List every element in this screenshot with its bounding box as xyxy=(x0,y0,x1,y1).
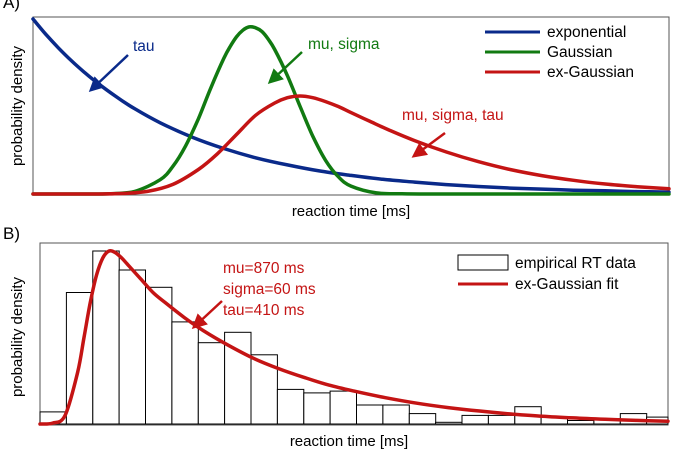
annotation-mu-sigma-arrow xyxy=(267,51,303,85)
legend-label-gaussian: Gaussian xyxy=(547,44,612,61)
annotation-tau-arrow xyxy=(88,54,129,93)
panel-a-series-ex-gaussian xyxy=(31,94,671,196)
panel-b-letter: B) xyxy=(3,224,20,243)
legend-label-ex-gaussian: ex-Gaussian xyxy=(547,64,634,81)
annotation-fit-arrow xyxy=(191,300,223,330)
histogram-bar-15 xyxy=(408,413,437,425)
annotation-mu-value: mu=870 ms xyxy=(223,260,305,277)
annotation-mu-sigma: mu, sigma xyxy=(308,36,380,53)
panel-b-x-axis-label: reaction time [ms] xyxy=(290,433,408,450)
annotation-sigma-value: sigma=60 ms xyxy=(223,281,316,298)
legend-label-ex-gaussian-fit: ex-Gaussian fit xyxy=(515,276,619,293)
panel-a: A) reaction time [ms] probability densit… xyxy=(3,0,671,220)
legend-swatch-empirical-rt-data xyxy=(457,254,509,271)
legend-label-exponential: exponential xyxy=(547,24,626,41)
histogram-bar-5 xyxy=(145,286,173,425)
panel-a-axes-frame xyxy=(32,16,670,196)
panel-b: B) reaction time [ms] probability densit… xyxy=(3,224,670,450)
annotation-mu-sigma-tau: mu, sigma, tau xyxy=(402,107,504,124)
histogram-bar-3 xyxy=(92,250,120,425)
annotation-tau: tau xyxy=(133,38,155,55)
panel-b-y-axis-label: probability density xyxy=(9,276,26,397)
histogram-bar-4 xyxy=(118,269,146,425)
histogram-bar-11 xyxy=(303,392,331,425)
histogram-bar-12 xyxy=(329,390,358,425)
histogram-bar-18 xyxy=(487,414,516,425)
annotation-mu-sigma-tau-arrow xyxy=(411,131,446,158)
panel-b-axes-frame xyxy=(39,242,669,426)
histogram-bar-13 xyxy=(356,404,384,425)
legend-label-empirical-rt-data: empirical RT data xyxy=(515,255,636,272)
panel-a-series-gaussian xyxy=(31,25,671,196)
panel-a-letter: A) xyxy=(3,0,20,12)
panel-a-x-axis-label: reaction time [ms] xyxy=(292,203,410,220)
histogram-bar-17 xyxy=(461,414,489,425)
annotation-tau-value: tau=410 ms xyxy=(223,302,305,319)
histogram-bar-10 xyxy=(276,388,305,425)
panel-a-series-exponential xyxy=(31,17,671,194)
panel-a-legend: exponential Gaussian ex-Gaussian xyxy=(485,24,634,81)
histogram-bar-7 xyxy=(197,342,226,425)
panel-b-series-ex-gaussian-fit xyxy=(38,248,670,426)
histogram-bar-14 xyxy=(382,404,410,425)
panel-b-legend: empirical RT data ex-Gaussian fit xyxy=(457,254,636,293)
histogram-bar-16 xyxy=(435,421,463,425)
panel-a-y-axis-label: probability density xyxy=(9,45,26,166)
histogram-bar-6 xyxy=(171,321,199,425)
histogram-bar-21 xyxy=(567,420,595,425)
